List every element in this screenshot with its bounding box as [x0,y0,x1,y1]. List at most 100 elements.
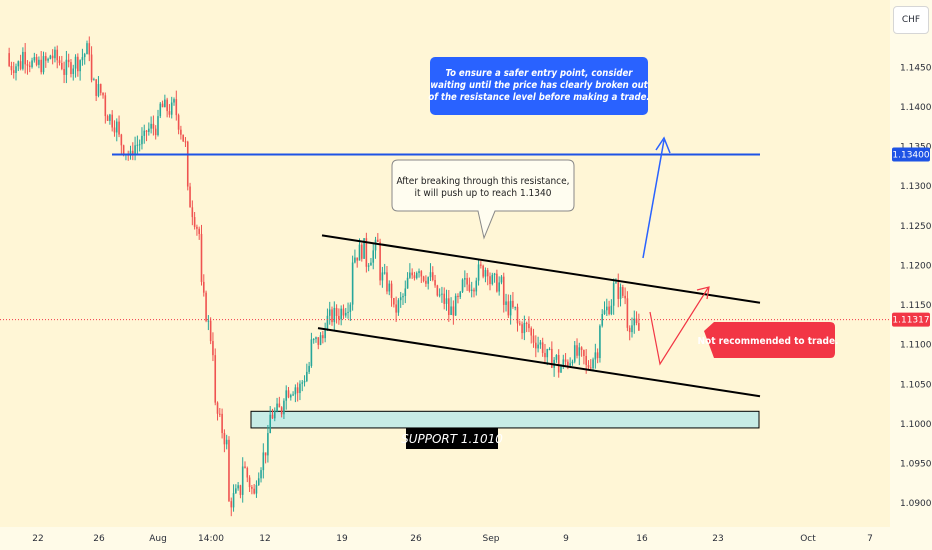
candle-body [491,274,494,285]
candle-body [551,348,553,368]
candle-body [583,350,585,356]
candle-body [77,56,79,72]
candle-body [342,308,345,316]
candle-body [370,262,372,266]
candle-body [372,250,375,263]
resistance-price-text: 1.13400 [892,151,929,161]
candle-body [166,99,168,112]
candle-body [610,305,613,315]
channel-lower-line [317,327,761,398]
candle-body [182,134,184,142]
candle-body [365,238,368,267]
price-axis[interactable] [890,0,932,550]
candle-body [308,365,310,372]
current-price-text: 1.11317 [892,316,929,326]
candle-body [509,300,512,316]
candle-body [86,43,88,55]
candle-body [315,337,317,340]
candle-body [480,264,482,266]
candle-body [246,468,249,478]
support-label: SUPPORT 1.1010 [401,432,503,446]
candle-body [567,361,569,366]
candle-body [537,344,539,349]
candle-body [70,62,72,75]
candle-body [264,452,267,456]
candle-body [390,283,393,298]
price-tick-label: 1.12000 [900,261,932,271]
candle-body [349,304,352,312]
candle-body [205,292,207,321]
candle-body [161,103,164,108]
candle-body [628,327,631,333]
candle-body [411,272,413,276]
candle-body [454,295,457,316]
candle-body [445,298,448,304]
candle-body [154,128,157,136]
current-price-tag [892,312,930,327]
candle-body [212,341,214,356]
candle-body [72,68,75,75]
candle-body [418,271,420,274]
candle-body [470,289,473,292]
price-tick-label: 1.09500 [900,460,932,470]
candle-body [278,403,281,408]
candle-body [273,410,276,419]
candle-body [118,121,120,135]
breakout-arrow-head [655,136,671,154]
candle-body [338,315,340,320]
candle-body [354,257,356,263]
speech-bubble [391,159,575,240]
price-tick-label: 1.14000 [900,103,932,113]
candle-body [104,95,107,117]
candle-body [248,477,251,488]
candle-body [17,61,20,67]
candle-body [177,115,180,130]
time-tick-label: 19 [336,534,348,544]
candle-body [8,53,10,66]
time-tick-label: 26 [93,534,105,544]
candle-body [443,293,446,304]
candle-body [74,56,77,69]
candle-body [335,307,338,316]
candle-body [51,55,54,59]
price-tick-label: 1.10000 [900,420,932,430]
candle-body [196,226,198,229]
candle-body [615,282,617,284]
candle-body [141,135,143,145]
candle-body [164,99,166,108]
candle-body [594,352,597,360]
price-tick-label: 1.10500 [900,380,932,390]
candle-body [44,56,47,61]
candle-body [207,320,210,322]
candle-body [523,322,526,334]
time-axis[interactable] [0,527,890,550]
candle-body [111,114,113,128]
time-tick-label: Oct [800,534,816,544]
candle-body [56,49,59,61]
candle-body [173,99,175,103]
candle-body [500,276,503,283]
candle-body [516,306,519,324]
currency-button[interactable]: CHF [893,6,929,34]
candle-body [63,68,65,75]
candle-body [351,262,354,305]
candle-body [189,186,191,208]
candle-body [257,478,260,485]
candle-body [49,55,52,59]
candle-body [498,282,500,292]
support-label-box [406,428,498,449]
candle-body [134,145,136,154]
candle-body [624,295,626,299]
candle-body [571,361,574,364]
candle-body [115,121,118,133]
candle-body [317,337,320,345]
candle-body [83,54,86,58]
candle-body [395,304,397,313]
candle-body [301,382,304,384]
time-tick-label: 22 [32,534,43,544]
candle-body [619,287,622,299]
blue-note-box [430,57,648,115]
callouts-layer: To ensure a safer entry point, consider w… [391,57,838,358]
candle-body [617,282,620,299]
